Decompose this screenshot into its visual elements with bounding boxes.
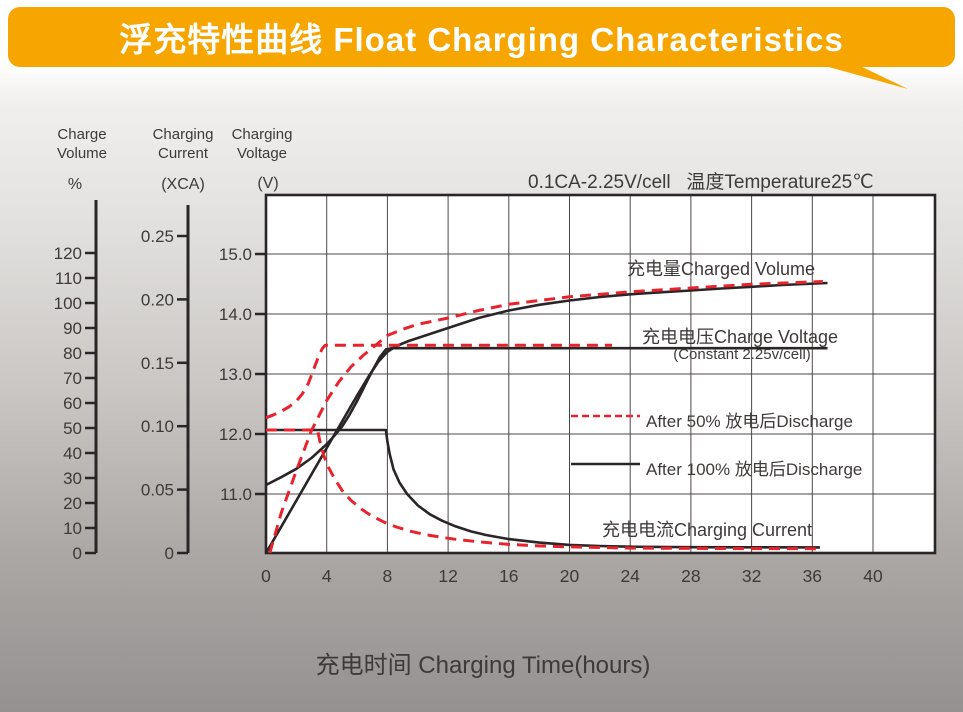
series-charging-current-after-50pct-discharge: [266, 428, 823, 551]
charge-voltage-sublabel: (Constant 2.25v/cell): [673, 346, 811, 363]
voltage-tick-label: 13.0: [219, 365, 252, 384]
x-tick-label: 4: [322, 566, 332, 586]
voltage-tick-label: 14.0: [219, 305, 252, 324]
x-tick-label: 8: [383, 566, 393, 586]
series-charge-voltage-after-100pct-discharge: [265, 346, 828, 487]
x-tick-label: 24: [620, 566, 640, 586]
voltage-tick-label: 15.0: [219, 245, 252, 264]
voltage-tick-label: 11.0: [220, 485, 252, 504]
volume-axis-title: Charge Volume: [56, 126, 108, 162]
volume-axis-unit: %: [67, 176, 83, 193]
volume-tick-label: 70: [63, 369, 82, 388]
series-charging-current-after-100pct-discharge: [266, 428, 820, 549]
volume-tick-label: 0: [73, 544, 82, 563]
charge-voltage-label: 充电电压Charge Voltage: [641, 327, 839, 347]
x-tick-label: 32: [742, 566, 761, 586]
x-axis-title: 充电时间 Charging Time(hours): [315, 652, 651, 679]
current-axis-unit: (XCA): [161, 176, 205, 193]
title-banner: 浮充特性曲线 Float Charging Characteristics: [8, 7, 955, 67]
volume-tick-label: 80: [63, 344, 82, 363]
voltage-axis-unit: (V): [257, 175, 279, 192]
x-tick-label: 40: [863, 566, 883, 586]
x-tick-label: 12: [438, 566, 457, 586]
current-tick-label: 0: [165, 544, 174, 563]
x-tick-label: 0: [261, 566, 271, 586]
volume-tick-label: 40: [63, 444, 82, 463]
x-tick-label: 28: [681, 566, 700, 586]
current-tick-label: 0.20: [141, 290, 174, 309]
volume-tick-label: 50: [63, 419, 82, 438]
x-tick-label: 36: [803, 566, 822, 586]
page-title: 浮充特性曲线 Float Charging Characteristics: [119, 21, 844, 58]
current-tick-label: 0.10: [141, 417, 174, 436]
legend-after-50-label: After 50% 放电后Discharge: [646, 412, 853, 431]
x-tick-label: 20: [560, 566, 580, 586]
test-condition-note: 0.1CA-2.25V/cell 温度Temperature25℃: [528, 172, 874, 193]
volume-tick-label: 60: [63, 394, 82, 413]
volume-tick-label: 90: [63, 319, 82, 338]
volume-tick-label: 110: [55, 269, 82, 288]
current-tick-label: 0.25: [141, 227, 174, 246]
current-axis-title: Charging Current: [152, 126, 214, 162]
volume-tick-label: 10: [63, 519, 82, 538]
voltage-tick-label: 12.0: [219, 425, 252, 444]
volume-tick-label: 120: [54, 244, 82, 263]
series-charge-voltage-after-50pct-discharge: [265, 343, 612, 420]
volume-tick-label: 100: [54, 294, 82, 313]
volume-tick-label: 20: [63, 494, 82, 513]
voltage-axis-title: Charging Voltage: [231, 126, 293, 162]
x-tick-label: 16: [499, 566, 518, 586]
current-tick-label: 0.05: [141, 481, 174, 500]
volume-tick-label: 30: [63, 469, 82, 488]
current-tick-label: 0.15: [141, 354, 174, 373]
charging-current-label: 充电电流Charging Current: [601, 520, 813, 540]
legend-after-100-label: After 100% 放电后Discharge: [646, 460, 863, 479]
charged-volume-label: 充电量Charged Volume: [626, 259, 816, 279]
